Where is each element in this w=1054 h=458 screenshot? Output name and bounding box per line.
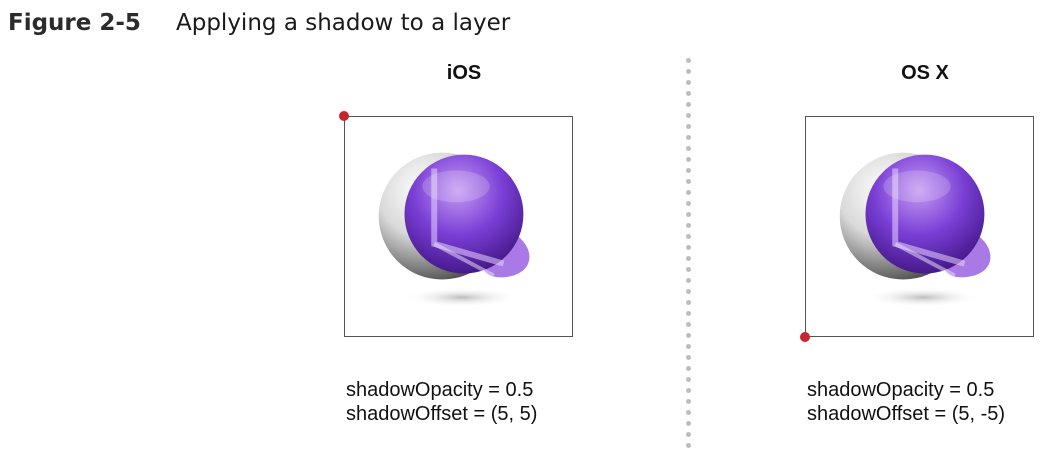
osx-ground-shadow bbox=[865, 287, 981, 308]
ios-origin-marker bbox=[339, 111, 349, 121]
ios-panel: iOS bbox=[339, 56, 584, 456]
divider-dot bbox=[686, 91, 691, 96]
divider-dot bbox=[686, 69, 691, 74]
divider-dot bbox=[686, 234, 691, 239]
figure-caption: Applying a shadow to a layer bbox=[176, 10, 511, 36]
divider-dot bbox=[686, 135, 691, 140]
divider-dot bbox=[686, 344, 691, 349]
osx-origin-marker bbox=[800, 332, 810, 342]
figure-header: Figure 2-5 Applying a shadow to a layer bbox=[8, 6, 510, 40]
divider-dot bbox=[686, 300, 691, 305]
divider-dot bbox=[686, 388, 691, 393]
osx-panel-title: OS X bbox=[901, 62, 949, 84]
ios-sphere-image bbox=[378, 152, 530, 308]
osx-panel: OS X bbox=[800, 56, 1045, 456]
divider-dot bbox=[686, 322, 691, 327]
osx-properties: shadowOpacity = 0.5 shadowOffset = (5, -… bbox=[807, 378, 1005, 426]
divider-dot bbox=[686, 80, 691, 85]
osx-layer-frame bbox=[800, 116, 1034, 342]
divider-dot bbox=[686, 333, 691, 338]
divider-dot bbox=[686, 311, 691, 316]
ios-layer-frame bbox=[339, 111, 573, 337]
divider-dot bbox=[686, 146, 691, 151]
divider-dot bbox=[686, 443, 691, 448]
divider-dot bbox=[686, 157, 691, 162]
divider-dot bbox=[686, 421, 691, 426]
divider-dot bbox=[686, 267, 691, 272]
ios-ground-shadow bbox=[404, 287, 520, 308]
divider-dot bbox=[686, 245, 691, 250]
divider-dot bbox=[686, 289, 691, 294]
dotted-divider bbox=[686, 58, 692, 458]
divider-dot bbox=[686, 256, 691, 261]
divider-dot bbox=[686, 58, 691, 63]
ios-shadow-offset: shadowOffset = (5, 5) bbox=[346, 403, 538, 425]
divider-dot bbox=[686, 168, 691, 173]
divider-dot bbox=[686, 113, 691, 118]
divider-dot bbox=[686, 366, 691, 371]
ios-shadow-opacity: shadowOpacity = 0.5 bbox=[346, 379, 534, 401]
divider-dot bbox=[686, 201, 691, 206]
ios-properties: shadowOpacity = 0.5 shadowOffset = (5, 5… bbox=[346, 378, 537, 426]
osx-shadow-opacity: shadowOpacity = 0.5 bbox=[807, 379, 995, 401]
ios-panel-title: iOS bbox=[446, 62, 482, 84]
divider-dot bbox=[686, 223, 691, 228]
divider-dot bbox=[686, 190, 691, 195]
divider-dot bbox=[686, 410, 691, 415]
divider-dot bbox=[686, 124, 691, 129]
divider-dot bbox=[686, 355, 691, 360]
divider-dot bbox=[686, 179, 691, 184]
divider-dot bbox=[686, 102, 691, 107]
figure-number: Figure 2-5 bbox=[8, 10, 141, 36]
osx-shadow-offset: shadowOffset = (5, -5) bbox=[807, 403, 1006, 425]
osx-sphere-image bbox=[839, 152, 991, 308]
divider-dot bbox=[686, 432, 691, 437]
divider-dot bbox=[686, 399, 691, 404]
divider-dot bbox=[686, 377, 691, 382]
divider-dot bbox=[686, 212, 691, 217]
divider-dot bbox=[686, 278, 691, 283]
